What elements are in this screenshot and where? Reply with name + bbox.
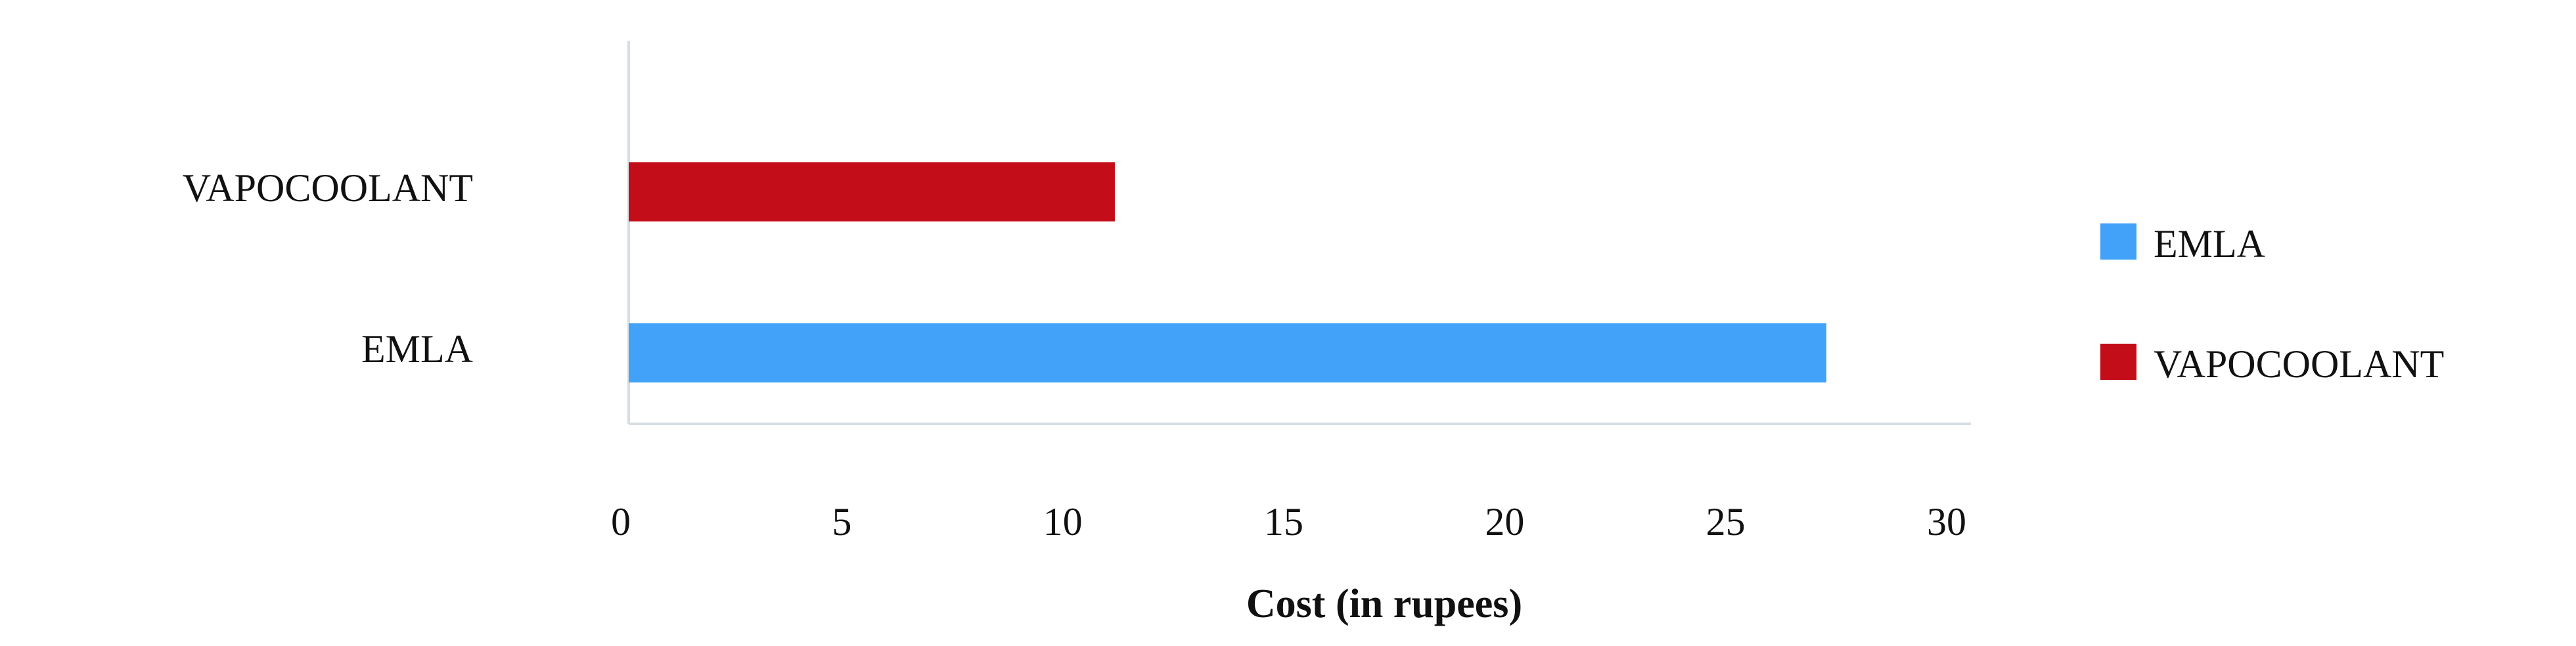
x-tick-label: 10 (1043, 500, 1083, 543)
legend-label: EMLA (2154, 222, 2265, 265)
x-tick-label: 5 (832, 500, 851, 543)
bar (629, 162, 1115, 221)
y-tick-label: EMLA (361, 327, 473, 371)
x-tick-label: 0 (611, 500, 631, 543)
bar (629, 323, 1826, 382)
x-tick-label: 25 (1706, 500, 1746, 543)
y-tick-label: VAPOCOOLANT (183, 166, 473, 210)
legend-label: VAPOCOOLANT (2154, 342, 2444, 386)
x-tick-label: 30 (1927, 500, 1966, 543)
x-tick-label: 15 (1264, 500, 1303, 543)
legend-swatch (2100, 344, 2136, 380)
x-tick-label: 20 (1485, 500, 1524, 543)
x-axis-title: Cost (in rupees) (1246, 582, 1522, 626)
legend-swatch (2100, 223, 2136, 260)
